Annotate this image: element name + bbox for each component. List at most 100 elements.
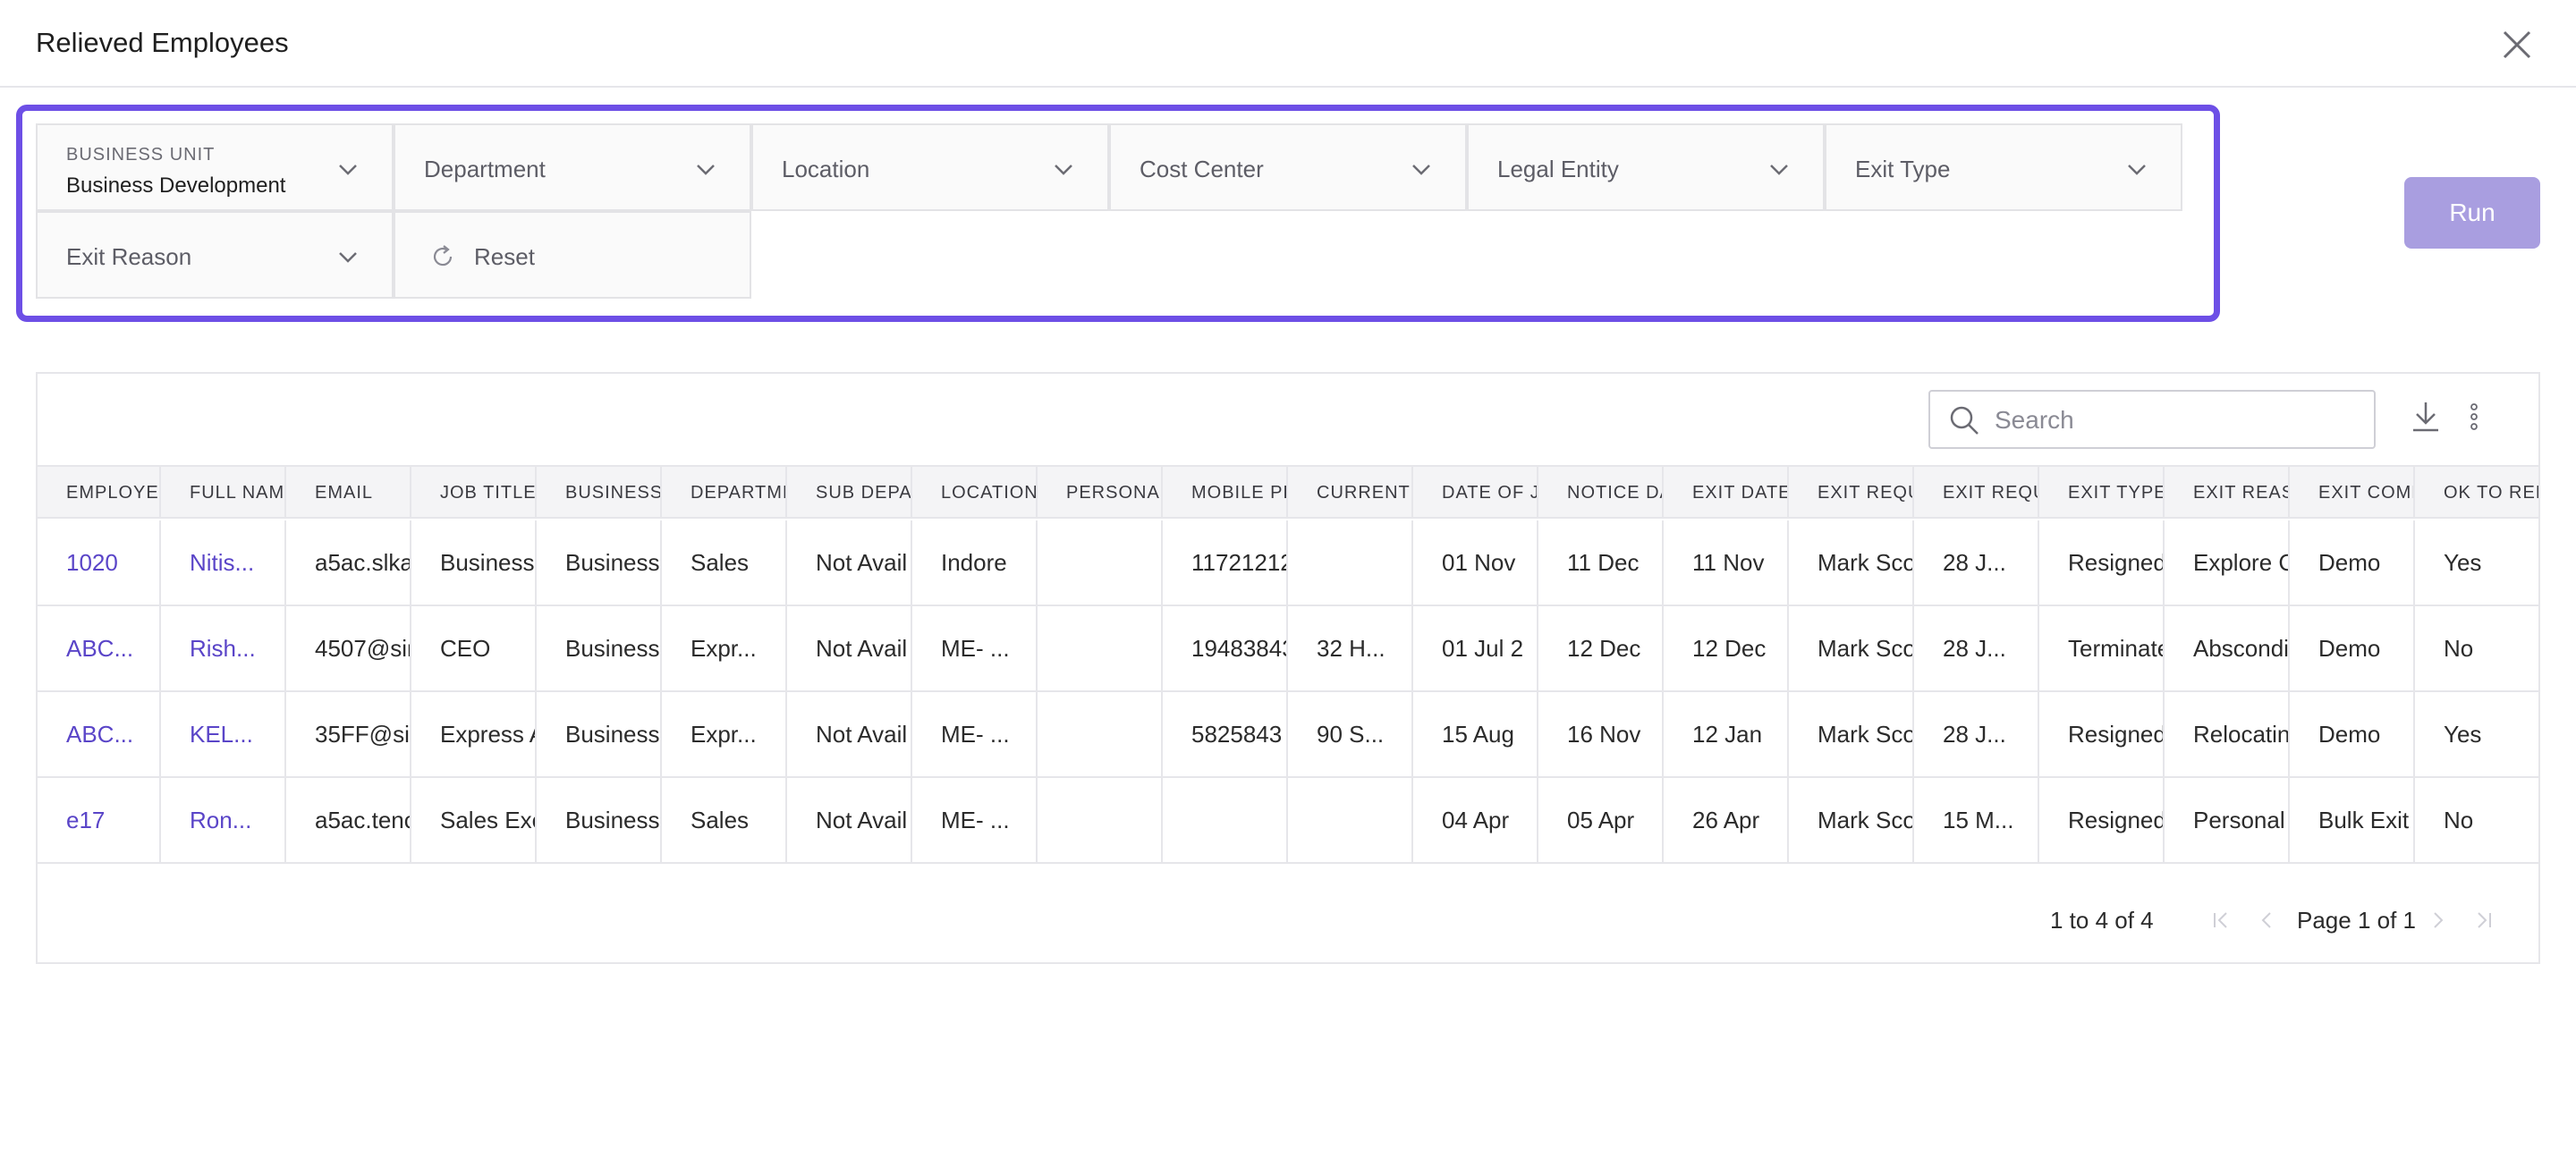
- table-cell: 90 S...: [1288, 692, 1413, 776]
- employee-link[interactable]: ABC...: [38, 606, 161, 690]
- column-header[interactable]: SUB DEPAR: [787, 467, 912, 519]
- first-page-icon[interactable]: [2211, 910, 2231, 930]
- chevron-down-icon: [339, 252, 357, 263]
- run-button[interactable]: Run: [2404, 177, 2540, 249]
- table-cell: Bulk Exit: [2290, 778, 2415, 862]
- column-header[interactable]: CURRENT A: [1288, 467, 1413, 519]
- filters-highlight: [16, 105, 2220, 322]
- table-cell: [1038, 692, 1163, 776]
- employee-link[interactable]: Rish...: [161, 606, 286, 690]
- employees-table: EMPLOYEEFULL NAMEEMAILJOB TITLEBUSINESSD…: [36, 372, 2540, 964]
- table-cell: [1038, 606, 1163, 690]
- column-header[interactable]: DEPARTME: [662, 467, 787, 519]
- table-cell: 28 J...: [1914, 606, 2039, 690]
- table-cell: Sales Exe: [411, 778, 537, 862]
- business-unit-label: BUSINESS UNIT: [66, 145, 216, 165]
- exit-type-select[interactable]: Exit Type: [1825, 123, 2182, 211]
- table-cell: 19483843: [1163, 606, 1288, 690]
- cost-center-select[interactable]: Cost Center: [1109, 123, 1467, 211]
- table-cell: Abscondi: [2165, 606, 2290, 690]
- employee-link[interactable]: KEL...: [161, 692, 286, 776]
- table-cell: [1038, 778, 1163, 862]
- table-cell: Mark Sco: [1789, 692, 1914, 776]
- table-row[interactable]: ABC... KEL... 35FF@sir Express A Business Exp…: [38, 692, 2538, 778]
- more-vertical-icon[interactable]: [2467, 399, 2481, 435]
- column-header[interactable]: DATE OF JO: [1413, 467, 1538, 519]
- table-cell: 12 Dec: [1664, 606, 1789, 690]
- table-cell: Resigned: [2039, 692, 2165, 776]
- table-cell: Mark Sco: [1789, 778, 1914, 862]
- table-cell: Explore C: [2165, 520, 2290, 605]
- table-cell: ME- ...: [912, 692, 1038, 776]
- search-input[interactable]: [1995, 401, 2352, 440]
- column-header[interactable]: BUSINESS: [537, 467, 662, 519]
- table-cell: [1163, 778, 1288, 862]
- column-header[interactable]: EXIT REASO: [2165, 467, 2290, 519]
- table-cell: [1038, 520, 1163, 605]
- row-count: 1 to 4 of 4: [2050, 907, 2154, 934]
- column-header[interactable]: EXIT TYPE: [2039, 467, 2165, 519]
- table-cell: 12 Jan: [1664, 692, 1789, 776]
- table-cell: 5825843: [1163, 692, 1288, 776]
- column-header[interactable]: OK TO REH: [2415, 467, 2538, 519]
- table-cell: Business: [537, 520, 662, 605]
- cost-center-placeholder: Cost Center: [1140, 156, 1264, 182]
- department-select[interactable]: Department: [394, 123, 751, 211]
- column-header[interactable]: EXIT DATE: [1664, 467, 1789, 519]
- column-header[interactable]: NOTICE DA: [1538, 467, 1664, 519]
- column-header[interactable]: PERSONAL: [1038, 467, 1163, 519]
- table-cell: Not Avail: [787, 692, 912, 776]
- table-cell: Demo: [2290, 606, 2415, 690]
- column-header[interactable]: EMPLOYEE: [38, 467, 161, 519]
- previous-page-icon[interactable]: [2258, 910, 2277, 930]
- exit-reason-placeholder: Exit Reason: [66, 243, 192, 270]
- column-header[interactable]: LOCATION: [912, 467, 1038, 519]
- employee-link[interactable]: Nitis...: [161, 520, 286, 605]
- close-icon[interactable]: [2497, 25, 2537, 64]
- table-cell: Demo: [2290, 692, 2415, 776]
- table-row[interactable]: e17 Ron... a5ac.tenc Sales Exe Business Sales…: [38, 778, 2538, 864]
- table-cell: 12 Dec: [1538, 606, 1664, 690]
- exit-reason-select[interactable]: Exit Reason: [36, 211, 394, 299]
- table-cell: Sales: [662, 520, 787, 605]
- employee-link[interactable]: 1020: [38, 520, 161, 605]
- column-header[interactable]: EXIT REQU: [1914, 467, 2039, 519]
- table-cell: 01 Jul 2: [1413, 606, 1538, 690]
- table-cell: 15 Aug: [1413, 692, 1538, 776]
- next-page-icon[interactable]: [2428, 910, 2447, 930]
- table-cell: ME- ...: [912, 778, 1038, 862]
- employee-link[interactable]: e17: [38, 778, 161, 862]
- legal-entity-select[interactable]: Legal Entity: [1467, 123, 1825, 211]
- table-cell: No: [2415, 606, 2538, 690]
- table-cell: 11 Dec: [1538, 520, 1664, 605]
- chevron-down-icon: [1770, 165, 1788, 175]
- table-cell: Indore: [912, 520, 1038, 605]
- business-unit-value: Business Development: [66, 173, 286, 198]
- table-cell: 35FF@sir: [286, 692, 411, 776]
- refresh-icon: [433, 245, 453, 266]
- column-header[interactable]: EMAIL: [286, 467, 411, 519]
- business-unit-select[interactable]: BUSINESS UNIT Business Development: [36, 123, 394, 211]
- employee-link[interactable]: Ron...: [161, 778, 286, 862]
- column-header[interactable]: MOBILE PH: [1163, 467, 1288, 519]
- location-select[interactable]: Location: [751, 123, 1109, 211]
- table-row[interactable]: 1020 Nitis... a5ac.slka Business Business Sal…: [38, 520, 2538, 606]
- last-page-icon[interactable]: [2474, 910, 2494, 930]
- table-cell: Mark Sco: [1789, 606, 1914, 690]
- table-cell: 16 Nov: [1538, 692, 1664, 776]
- table-cell: [1288, 778, 1413, 862]
- table-cell: 01 Nov: [1413, 520, 1538, 605]
- table-cell: Resigned: [2039, 520, 2165, 605]
- download-icon[interactable]: [2410, 399, 2442, 435]
- reset-label: Reset: [474, 243, 535, 270]
- table-row[interactable]: ABC... Rish... 4507@sir CEO Business Expr... N…: [38, 606, 2538, 692]
- chevron-down-icon: [1055, 165, 1072, 175]
- table-cell: Express A: [411, 692, 537, 776]
- employee-link[interactable]: ABC...: [38, 692, 161, 776]
- reset-button[interactable]: Reset: [394, 211, 751, 299]
- search-box[interactable]: [1928, 390, 2376, 449]
- column-header[interactable]: JOB TITLE: [411, 467, 537, 519]
- column-header[interactable]: EXIT COMM: [2290, 467, 2415, 519]
- column-header[interactable]: EXIT REQU: [1789, 467, 1914, 519]
